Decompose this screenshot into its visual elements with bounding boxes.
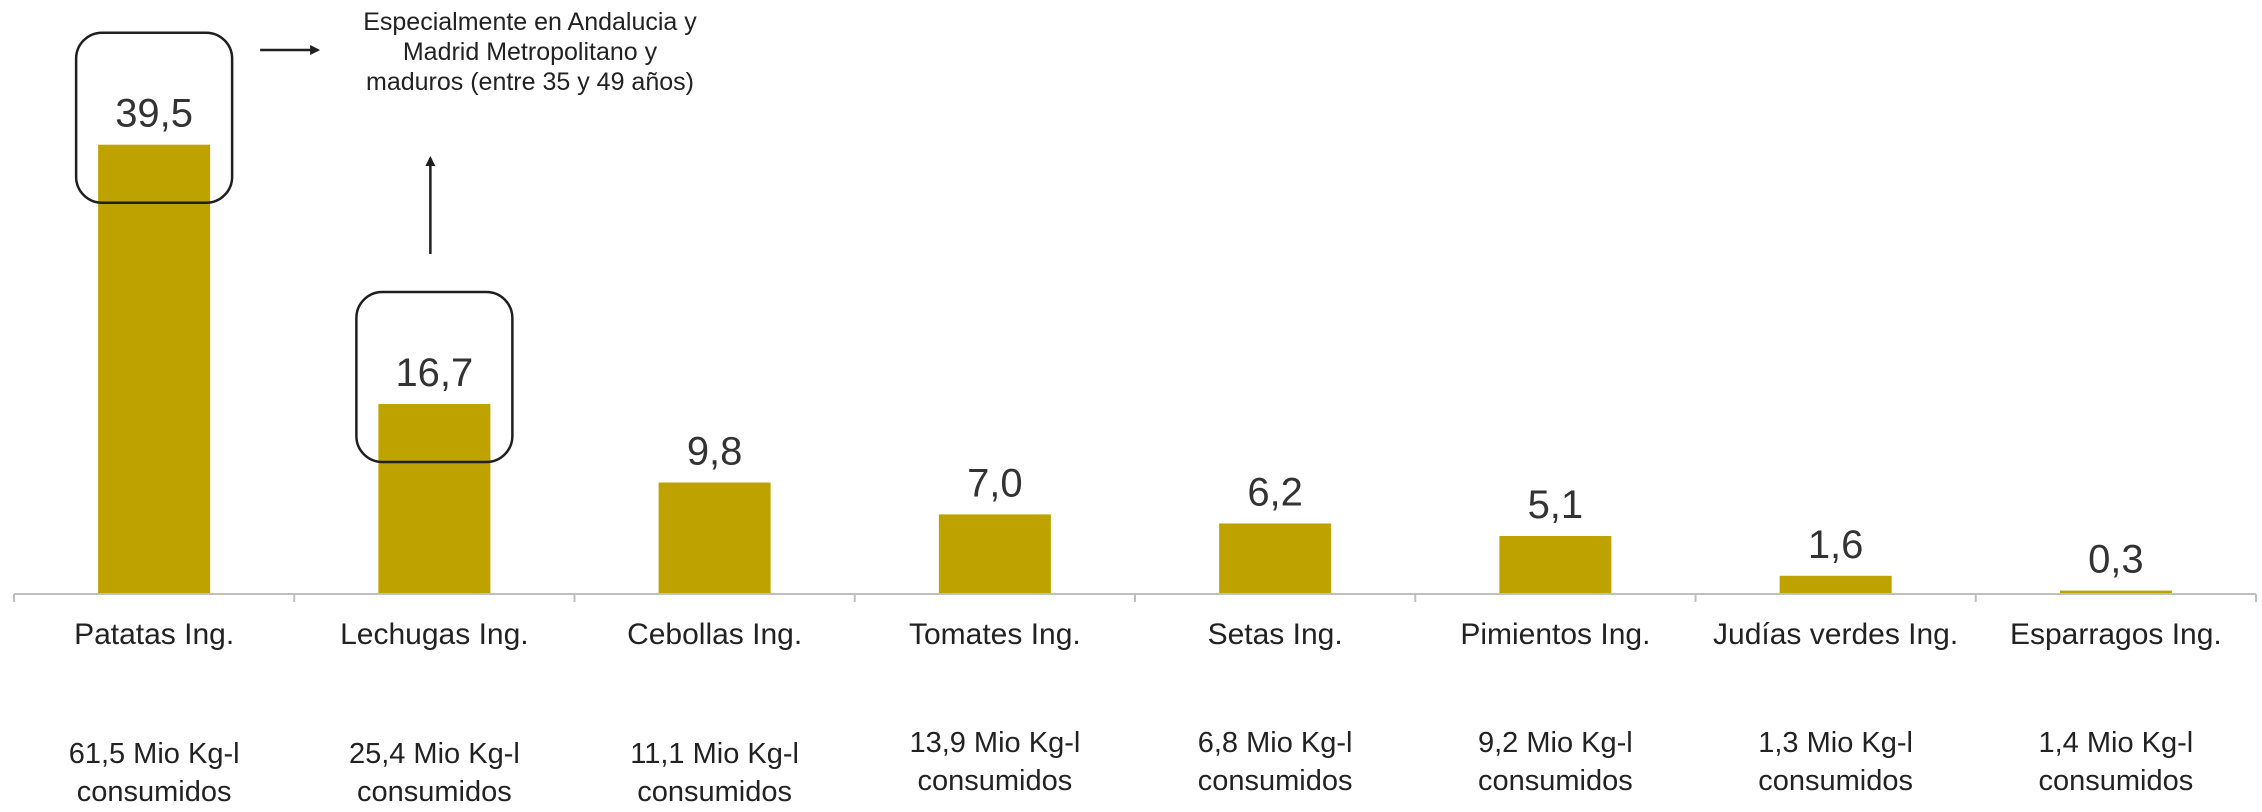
value-label-lechugas-ing: 16,7 bbox=[395, 351, 473, 395]
annotation-text-line-3: maduros (entre 35 y 49 años) bbox=[366, 68, 694, 96]
value-label-setas-ing: 6,2 bbox=[1247, 470, 1303, 514]
consumption-label-cebollas-ing-line-2: consumidos bbox=[637, 776, 792, 807]
highlight-box-patatas-ing bbox=[74, 31, 234, 204]
consumption-label-judias-verdes-ing-line-1: 1,3 Mio Kg-l bbox=[1758, 727, 1913, 759]
consumption-label-pimientos-ing-line-2: consumidos bbox=[1478, 765, 1633, 797]
consumption-label-esparragos-ing-line-2: consumidos bbox=[2039, 765, 2194, 797]
category-label-pimientos-ing: Pimientos Ing. bbox=[1460, 618, 1650, 651]
bar-patatas-ing bbox=[98, 144, 211, 594]
annotation-text-line-1: Especialmente en Andalucia y bbox=[363, 8, 697, 36]
highlight-box-lechugas-ing bbox=[355, 290, 514, 464]
bar-judias-verdes-ing bbox=[1779, 575, 1892, 594]
category-label-setas-ing: Setas Ing. bbox=[1208, 618, 1343, 651]
value-label-judias-verdes-ing: 1,6 bbox=[1808, 523, 1864, 567]
bar-pimientos-ing bbox=[1499, 535, 1612, 594]
consumption-label-cebollas-ing-line-1: 11,1 Mio Kg-l bbox=[630, 738, 799, 770]
value-label-tomates-ing: 7,0 bbox=[967, 461, 1023, 505]
value-label-cebollas-ing: 9,8 bbox=[687, 430, 743, 474]
consumption-label-pimientos-ing-line-1: 9,2 Mio Kg-l bbox=[1478, 727, 1633, 759]
bar-esparragos-ing bbox=[2059, 590, 2172, 594]
consumption-label-judias-verdes-ing-line-2: consumidos bbox=[1758, 765, 1913, 797]
annotation-text-line-2: Madrid Metropolitano y bbox=[403, 38, 658, 66]
category-label-tomates-ing: Tomates Ing. bbox=[909, 618, 1081, 651]
bar-tomates-ing bbox=[938, 514, 1051, 594]
consumption-label-esparragos-ing-line-1: 1,4 Mio Kg-l bbox=[2039, 727, 2194, 759]
bar-setas-ing bbox=[1219, 523, 1332, 594]
consumption-label-lechugas-ing-line-1: 25,4 Mio Kg-l bbox=[349, 738, 520, 770]
category-label-esparragos-ing: Esparragos Ing. bbox=[2010, 618, 2222, 651]
category-label-patatas-ing: Patatas Ing. bbox=[74, 618, 234, 651]
bar-lechugas-ing bbox=[378, 404, 491, 594]
value-label-pimientos-ing: 5,1 bbox=[1528, 483, 1584, 527]
category-label-lechugas-ing: Lechugas Ing. bbox=[340, 618, 528, 651]
consumption-label-setas-ing-line-2: consumidos bbox=[1198, 765, 1353, 797]
consumption-label-tomates-ing-line-1: 13,9 Mio Kg-l bbox=[909, 727, 1080, 759]
category-label-judias-verdes-ing: Judías verdes Ing. bbox=[1713, 618, 1958, 651]
consumption-label-lechugas-ing-line-2: consumidos bbox=[357, 776, 512, 807]
consumption-label-setas-ing-line-1: 6,8 Mio Kg-l bbox=[1198, 727, 1353, 759]
value-label-esparragos-ing: 0,3 bbox=[2088, 538, 2144, 582]
category-label-cebollas-ing: Cebollas Ing. bbox=[627, 618, 802, 651]
bar-cebollas-ing bbox=[658, 482, 771, 594]
consumption-label-tomates-ing-line-2: consumidos bbox=[918, 765, 1073, 797]
consumption-label-patatas-ing-line-2: consumidos bbox=[77, 776, 232, 807]
value-label-patatas-ing: 39,5 bbox=[115, 92, 193, 136]
consumption-label-patatas-ing-line-1: 61,5 Mio Kg-l bbox=[69, 738, 240, 770]
